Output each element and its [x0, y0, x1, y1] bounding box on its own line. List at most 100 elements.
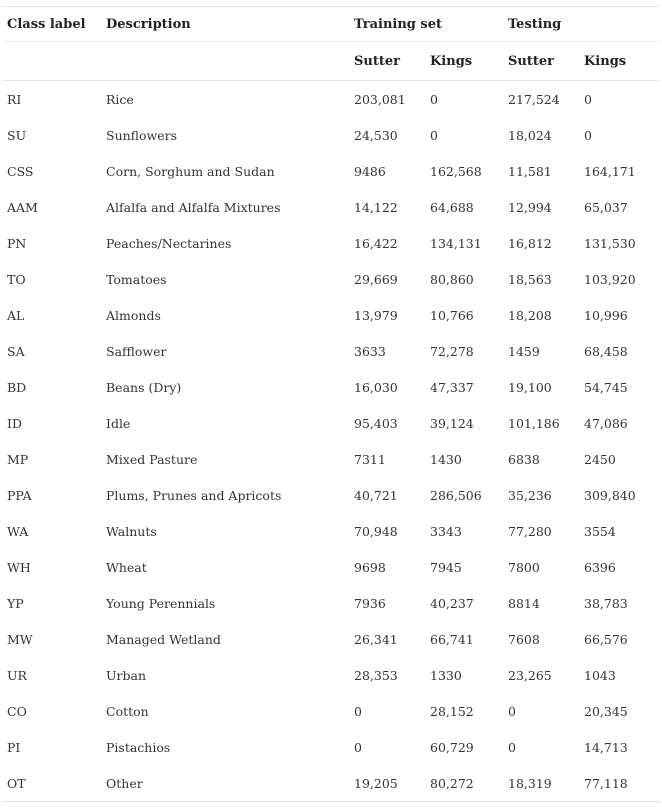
- header-description: Description: [106, 16, 191, 32]
- table-row: SA Safflower 3633 72,278 1459 68,458: [2, 333, 660, 369]
- testing-kings-cell: 54,745: [584, 379, 628, 395]
- class-label-cell: PPA: [7, 487, 32, 503]
- table-row: PN Peaches/Nectarines 16,422 134,131 16,812 1…: [2, 225, 660, 261]
- header-row-1: Class label Description Training set Tes…: [2, 6, 661, 42]
- testing-sutter-cell: 101,186: [508, 415, 560, 431]
- training-kings-cell: 1430: [430, 451, 462, 467]
- description-cell: Cotton: [106, 703, 149, 719]
- testing-kings-cell: 14,713: [584, 739, 628, 755]
- testing-kings-cell: 103,920: [584, 271, 636, 287]
- training-kings-cell: 134,131: [430, 235, 482, 251]
- testing-sutter-cell: 7800: [508, 559, 540, 575]
- description-cell: Mixed Pasture: [106, 451, 198, 467]
- training-kings-cell: 60,729: [430, 739, 474, 755]
- description-cell: Plums, Prunes and Apricots: [106, 487, 282, 503]
- training-kings-cell: 3343: [430, 523, 462, 539]
- training-kings-cell: 39,124: [430, 415, 474, 431]
- training-kings-cell: 286,506: [430, 487, 482, 503]
- training-kings-cell: 80,272: [430, 775, 474, 791]
- testing-sutter-cell: 16,812: [508, 235, 552, 251]
- testing-sutter-cell: 6838: [508, 451, 540, 467]
- class-label-cell: CO: [7, 703, 27, 719]
- header-empty: [2, 42, 106, 81]
- testing-kings-cell: 77,118: [584, 775, 628, 791]
- table-row: YP Young Perennials 7936 40,237 8814 38,783: [2, 585, 660, 621]
- training-sutter-cell: 19,205: [354, 775, 398, 791]
- header-testing: Testing: [508, 16, 562, 32]
- testing-sutter-cell: 1459: [508, 343, 540, 359]
- training-sutter-cell: 7311: [354, 451, 386, 467]
- training-sutter-cell: 0: [354, 739, 362, 755]
- class-label-cell: UR: [7, 667, 27, 683]
- table-row: PI Pistachios 0 60,729 0 14,713: [2, 729, 660, 765]
- training-kings-cell: 28,152: [430, 703, 474, 719]
- training-sutter-cell: 95,403: [354, 415, 398, 431]
- class-label-cell: SU: [7, 127, 27, 143]
- table-row: BD Beans (Dry) 16,030 47,337 19,100 54,745: [2, 369, 660, 405]
- training-kings-cell: 40,237: [430, 595, 474, 611]
- description-cell: Urban: [106, 667, 147, 683]
- description-cell: Walnuts: [106, 523, 157, 539]
- class-label-cell: YP: [7, 595, 24, 611]
- training-sutter-cell: 14,122: [354, 199, 398, 215]
- testing-kings-cell: 65,037: [584, 199, 628, 215]
- testing-kings-cell: 6396: [584, 559, 616, 575]
- training-sutter-cell: 0: [354, 703, 362, 719]
- header-class-label: Class label: [7, 16, 86, 32]
- class-label-cell: CSS: [7, 163, 34, 179]
- table-row: ID Idle 95,403 39,124 101,186 47,086: [2, 405, 660, 441]
- class-label-cell: MP: [7, 451, 29, 467]
- class-label-cell: WA: [7, 523, 29, 539]
- training-kings-cell: 0: [430, 127, 438, 143]
- table-row: CO Cotton 0 28,152 0 20,345: [2, 693, 660, 729]
- description-cell: Wheat: [106, 559, 147, 575]
- header-training-kings: Kings: [430, 53, 473, 69]
- description-cell: Young Perennials: [106, 595, 216, 611]
- testing-sutter-cell: 8814: [508, 595, 540, 611]
- description-cell: Peaches/Nectarines: [106, 235, 232, 251]
- table-row: WH Wheat 9698 7945 7800 6396: [2, 549, 660, 585]
- training-sutter-cell: 7936: [354, 595, 386, 611]
- testing-sutter-cell: 11,581: [508, 163, 552, 179]
- testing-sutter-cell: 77,280: [508, 523, 552, 539]
- class-label-cell: PN: [7, 235, 27, 251]
- testing-kings-cell: 10,996: [584, 307, 628, 323]
- training-sutter-cell: 70,948: [354, 523, 398, 539]
- training-sutter-cell: 16,422: [354, 235, 398, 251]
- header-empty: [106, 42, 354, 81]
- table-row: RI Rice 203,081 0 217,524 0: [2, 81, 660, 118]
- table-row: AAM Alfalfa and Alfalfa Mixtures 14,122 64,…: [2, 189, 660, 225]
- testing-sutter-cell: 35,236: [508, 487, 552, 503]
- training-sutter-cell: 203,081: [354, 91, 406, 107]
- description-cell: Other: [106, 775, 143, 791]
- description-cell: Beans (Dry): [106, 379, 182, 395]
- training-sutter-cell: 9698: [354, 559, 386, 575]
- description-cell: Alfalfa and Alfalfa Mixtures: [106, 199, 281, 215]
- table-row: WA Walnuts 70,948 3343 77,280 3554: [2, 513, 660, 549]
- training-kings-cell: 1330: [430, 667, 462, 683]
- header-training-set: Training set: [354, 16, 442, 32]
- class-label-cell: AL: [7, 307, 25, 323]
- testing-kings-cell: 68,458: [584, 343, 628, 359]
- testing-kings-cell: 0: [584, 91, 592, 107]
- table-row: SU Sunflowers 24,530 0 18,024 0: [2, 117, 660, 153]
- testing-kings-cell: 164,171: [584, 163, 636, 179]
- description-cell: Tomatoes: [106, 271, 167, 287]
- testing-kings-cell: 131,530: [584, 235, 636, 251]
- crop-class-table: Class label Description Training set Tes…: [2, 6, 661, 802]
- header-testing-kings: Kings: [584, 53, 627, 69]
- class-label-cell: WH: [7, 559, 31, 575]
- header-training-sutter: Sutter: [354, 53, 400, 69]
- training-sutter-cell: 13,979: [354, 307, 398, 323]
- class-label-cell: ID: [7, 415, 22, 431]
- description-cell: Managed Wetland: [106, 631, 221, 647]
- class-label-cell: PI: [7, 739, 21, 755]
- class-label-cell: RI: [7, 91, 22, 107]
- table-row: MW Managed Wetland 26,341 66,741 7608 66,576: [2, 621, 660, 657]
- testing-sutter-cell: 0: [508, 739, 516, 755]
- testing-kings-cell: 20,345: [584, 703, 628, 719]
- training-kings-cell: 47,337: [430, 379, 474, 395]
- description-cell: Safflower: [106, 343, 167, 359]
- testing-kings-cell: 0: [584, 127, 592, 143]
- testing-sutter-cell: 217,524: [508, 91, 560, 107]
